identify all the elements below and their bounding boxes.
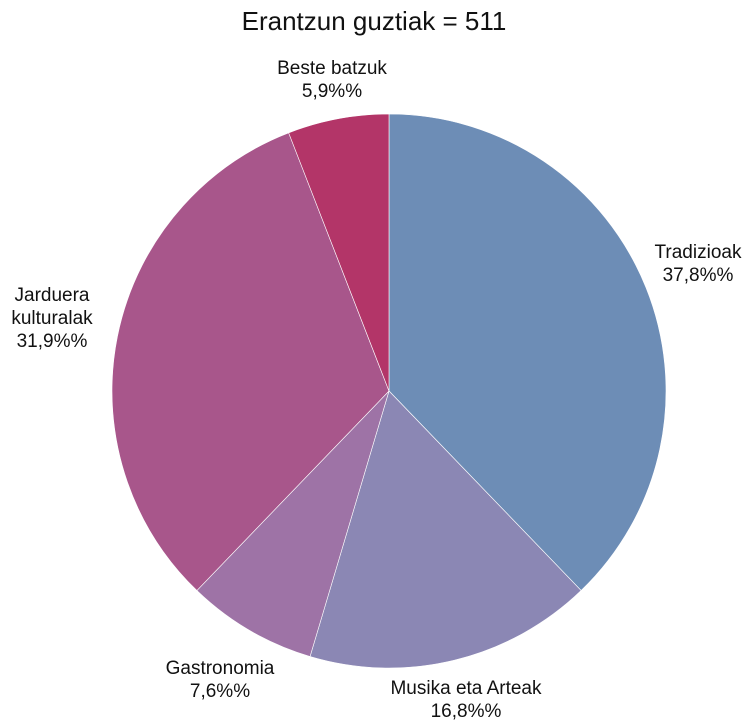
slice-label-musika-eta-arteak: Musika eta Arteak 16,8%% (390, 678, 542, 722)
pie-slice-gastronomia (196, 390, 390, 657)
pie-slice-tradizioak (388, 113, 667, 591)
pie-slice-jarduera-kulturalak (111, 132, 390, 591)
slice-label-jarduera-kulturalak: Jarduera kulturalak 31,9%% (11, 285, 93, 352)
slice-label-beste-batzuk: Beste batzuk 5,9%% (277, 58, 387, 102)
chart-title: Erantzun guztiak = 511 (241, 6, 507, 36)
slice-label-gastronomia: Gastronomia 7,6%% (166, 658, 275, 702)
pie-slice-musika-eta-arteak (309, 390, 582, 669)
slice-label-tradizioak: Tradizioak 37,8%% (655, 242, 742, 286)
pie-slice-beste-batzuk (288, 113, 390, 392)
